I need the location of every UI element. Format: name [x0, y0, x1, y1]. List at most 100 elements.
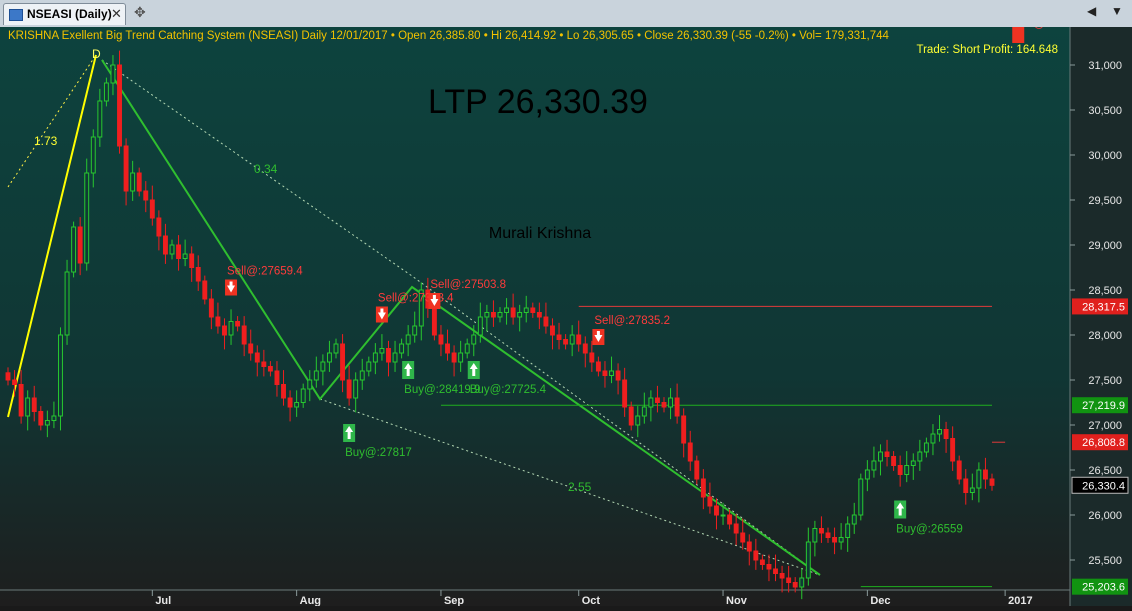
candle-body — [582, 343, 588, 354]
author-label: Murali Krishna — [489, 225, 591, 242]
zigzag-lines — [7, 54, 821, 576]
candle-body — [64, 271, 70, 336]
candle-body — [307, 379, 313, 390]
sell-label: Sell@:27835.2 — [594, 315, 670, 327]
y-axis-background — [1070, 27, 1132, 606]
new-tab-icon[interactable]: ✥ — [134, 4, 146, 20]
candle-body — [812, 528, 818, 543]
candle-body — [825, 532, 831, 538]
y-axis-ticks: 31,000 30,500 30,000 29,500 29,000 28,500 28,0… — [1070, 60, 1122, 567]
candle-body — [910, 460, 916, 466]
candle-body — [897, 465, 903, 475]
candle-body — [917, 451, 923, 462]
chart-area[interactable]: KRISHNA Exellent Big Trend Catching Syst… — [0, 18, 1132, 607]
candle-body — [510, 307, 516, 318]
zigzag-dotted-bottom — [319, 398, 821, 576]
candle-body — [595, 361, 601, 372]
candle-body — [346, 379, 352, 399]
candle-body — [727, 514, 733, 525]
candle-body — [648, 397, 654, 408]
x-tick-label: Aug — [300, 595, 321, 606]
ltp-label: LTP 26,330.39 — [428, 83, 648, 121]
tab-nseasi-daily[interactable]: NSEASI (Daily) ✕ — [3, 3, 126, 25]
candle-body — [77, 226, 83, 264]
candle-body — [379, 348, 385, 354]
x-tick-label: Jul — [155, 595, 171, 606]
candle-body — [504, 307, 510, 313]
y-tick-label: 26,000 — [1088, 510, 1122, 522]
candle-body — [654, 397, 660, 403]
zigzag-label-2-55: 2.55 — [568, 480, 592, 494]
candle-body — [523, 307, 529, 313]
close-icon[interactable]: ✕ — [111, 6, 122, 21]
sell-arrow-glyph — [430, 295, 439, 306]
level-box-label: 25,203.6 — [1082, 582, 1125, 594]
candle-body — [471, 334, 477, 345]
candle-body — [359, 370, 365, 381]
candle-body — [766, 564, 772, 570]
level-lines — [440, 305, 1006, 588]
candle-body — [222, 325, 227, 336]
buy-label: Buy@:28419.9 — [404, 384, 480, 396]
candle-body — [274, 370, 280, 385]
candle-body — [746, 541, 752, 552]
candle-body — [84, 172, 90, 264]
candle-body — [117, 64, 122, 147]
candle-body — [602, 370, 608, 376]
x-tick-label: 2017 — [1008, 595, 1032, 606]
candle-body — [556, 334, 562, 340]
zigzag-label-0-34: 0.34 — [254, 162, 278, 176]
candle-body — [287, 397, 293, 408]
y-tick-label: 30,500 — [1088, 105, 1122, 117]
plot-background — [0, 27, 1070, 606]
candle-body — [97, 100, 103, 138]
candle-body — [353, 379, 359, 399]
zigzag-label-d: D — [92, 47, 101, 61]
buy-label: Buy@:27817 — [345, 447, 412, 459]
zigzag-dotted-top — [101, 59, 821, 576]
sell-arrow-icon — [1012, 27, 1025, 43]
candle-body — [103, 82, 109, 102]
zigzag-dotted-left — [7, 54, 97, 188]
candle-body — [923, 442, 929, 453]
price-chart[interactable]: KRISHNA Exellent Big Trend Catching Syst… — [0, 18, 1132, 607]
candle-body — [399, 343, 405, 354]
candle-body — [818, 528, 824, 534]
candle-body — [687, 442, 693, 462]
candle-body — [267, 366, 273, 372]
candle-body — [543, 316, 549, 327]
x-tick-label: Oct — [582, 595, 601, 606]
candle-body — [431, 307, 437, 336]
candle-body — [622, 379, 628, 408]
candle-body — [641, 406, 647, 417]
candle-body — [674, 397, 680, 417]
candle-body — [563, 339, 569, 345]
candle-body — [58, 334, 63, 417]
candle-body — [609, 370, 614, 376]
candle-body — [517, 312, 523, 318]
candle-body — [904, 465, 910, 475]
candle-body — [235, 321, 241, 327]
y-tick-label: 31,000 — [1088, 60, 1122, 72]
candle-body — [838, 537, 844, 543]
signal-markers: Sell@:27659.4 Buy@:27817 Sell@:27368.4 Buy@… — [225, 18, 1080, 536]
candle-body — [858, 478, 864, 516]
candle-body — [333, 343, 339, 354]
candle-body — [340, 343, 346, 381]
tab-bar: NSEASI (Daily) ✕ ✥ ◀ ▼ — [0, 0, 1132, 28]
candle-body — [412, 325, 418, 336]
x-tick-label: Nov — [726, 595, 748, 606]
level-box-label: 27,219.9 — [1082, 400, 1125, 412]
buy-arrow-glyph — [345, 426, 354, 439]
trade-profit-label: Trade: Short Profit: 164.648 — [917, 44, 1059, 56]
window-menu-icon[interactable]: ▼ — [1111, 4, 1123, 18]
buy-label: Buy@:27725.4 — [470, 384, 547, 396]
candle-body — [386, 348, 391, 363]
candle-body — [976, 469, 982, 489]
x-tick-label: Dec — [870, 595, 890, 606]
candle-body — [5, 372, 11, 381]
prev-window-icon[interactable]: ◀ — [1087, 4, 1097, 18]
candle-body — [943, 429, 949, 439]
y-tick-label: 30,000 — [1088, 150, 1122, 162]
candle-body — [786, 577, 792, 583]
